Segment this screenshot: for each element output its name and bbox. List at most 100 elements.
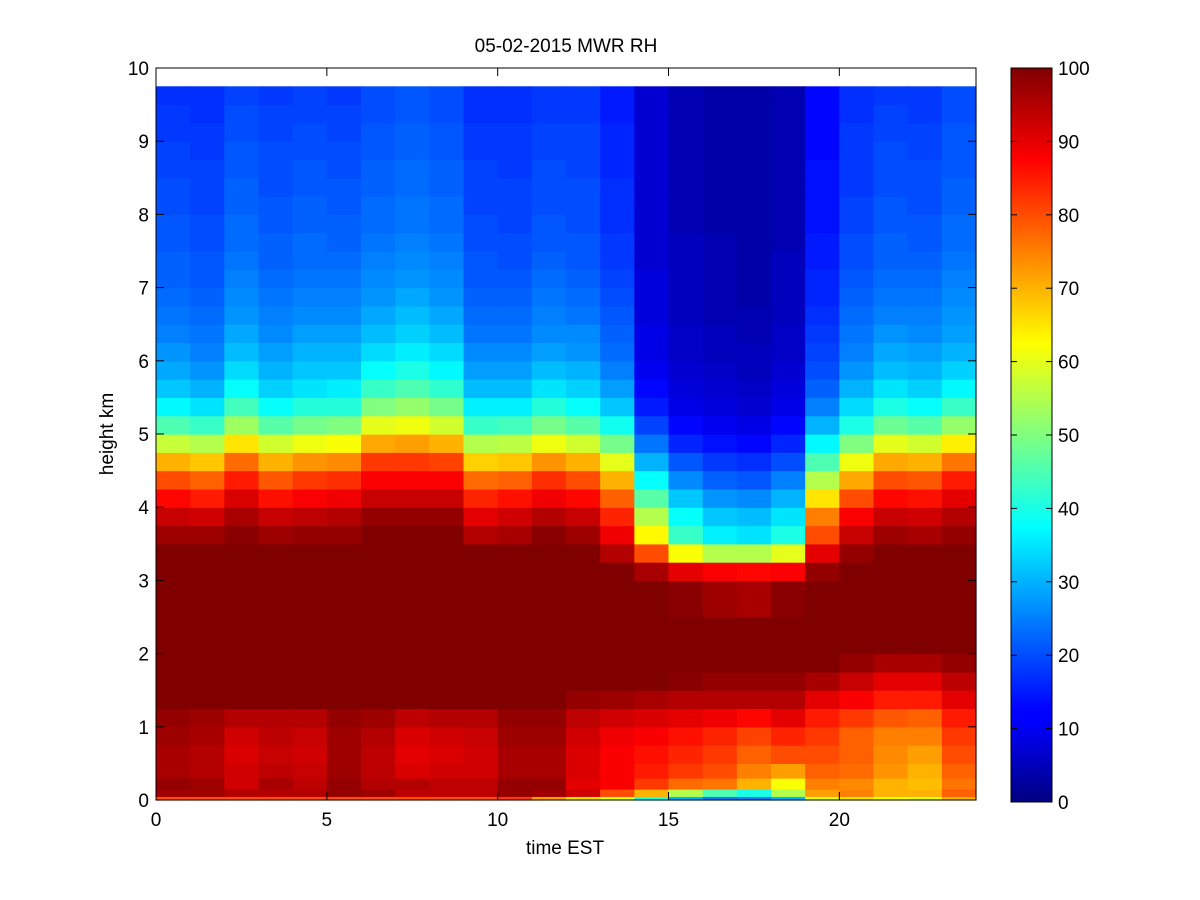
heatmap-cell (463, 507, 499, 527)
heatmap-cell (907, 580, 943, 618)
heatmap-cell (736, 177, 772, 197)
heatmap-cell (771, 708, 806, 728)
heatmap-cell (258, 726, 294, 746)
heatmap-cell (907, 562, 943, 581)
heatmap-cell (361, 342, 396, 362)
heatmap-cell (156, 415, 191, 435)
heatmap-cell (634, 653, 670, 673)
heatmap-cell (463, 324, 499, 344)
heatmap-cell (805, 507, 840, 527)
heatmap-cell (497, 745, 533, 764)
heatmap-cell (463, 617, 499, 655)
heatmap-cell (395, 434, 430, 453)
heatmap-cell (190, 269, 225, 289)
heatmap-cell (531, 324, 567, 344)
heatmap-cell (156, 214, 191, 234)
heatmap-cell (771, 653, 806, 673)
heatmap-cell (531, 122, 567, 142)
heatmap-cell (361, 708, 396, 728)
heatmap-cell (258, 507, 294, 527)
heatmap-cell (497, 789, 533, 797)
heatmap-cell (292, 342, 328, 362)
heatmap-cell (566, 562, 601, 581)
heatmap-cell (361, 287, 396, 307)
heatmap-cell (531, 525, 567, 545)
heatmap-cell (600, 159, 635, 179)
heatmap-cell (395, 177, 430, 197)
heatmap-cell (497, 122, 533, 142)
heatmap-cell (156, 86, 191, 106)
heatmap-cell (668, 789, 704, 797)
heatmap-cell (634, 86, 670, 106)
heatmap-cell (429, 360, 465, 380)
heatmap-cell (326, 726, 362, 746)
heatmap-cell (292, 745, 328, 764)
heatmap-cell (361, 617, 396, 655)
heatmap-cell (941, 745, 977, 764)
heatmap-cell (224, 434, 260, 453)
heatmap-cell (326, 397, 362, 417)
heatmap-cell (224, 488, 260, 508)
heatmap-cell (805, 470, 840, 490)
heatmap-cell (805, 379, 840, 398)
heatmap-cell (600, 470, 635, 490)
heatmap-cell (634, 214, 670, 234)
heatmap-cell (326, 617, 362, 655)
heatmap-cell (395, 488, 430, 508)
heatmap-cell (258, 269, 294, 289)
heatmap-cell (326, 690, 362, 710)
colorbar-tick-label: 70 (1058, 279, 1079, 300)
heatmap-cell (224, 324, 260, 344)
heatmap-cell (326, 796, 362, 801)
heatmap-cell (224, 543, 260, 563)
heatmap-cell (258, 251, 294, 270)
heatmap-cell (395, 617, 430, 655)
heatmap-cell (566, 726, 601, 746)
heatmap-cell (839, 434, 875, 453)
heatmap-cell (497, 342, 533, 362)
y-tick-label: 10 (128, 59, 149, 80)
heatmap-cell (566, 708, 601, 728)
heatmap-cell (907, 86, 943, 106)
heatmap-cell (702, 196, 738, 215)
heatmap-cell (190, 287, 225, 307)
heatmap-cell (805, 232, 840, 252)
heatmap-cell (258, 141, 294, 161)
heatmap-cell (531, 507, 567, 527)
heatmap-cell (941, 708, 977, 728)
heatmap-cell (566, 104, 601, 124)
heatmap-cell (702, 708, 738, 728)
heatmap-cell (736, 159, 772, 179)
heatmap-cell (805, 708, 840, 728)
heatmap-cell (736, 745, 772, 764)
heatmap-cell (224, 86, 260, 106)
heatmap-cell (531, 653, 567, 673)
heatmap-cell (600, 562, 635, 581)
heatmap-cell (736, 232, 772, 252)
heatmap-cell (566, 796, 601, 801)
heatmap-cell (224, 177, 260, 197)
heatmap-cell (190, 232, 225, 252)
heatmap-cell (736, 415, 772, 435)
heatmap-cell (429, 796, 465, 801)
heatmap-cell (736, 690, 772, 710)
heatmap-cell (156, 745, 191, 764)
heatmap-cell (292, 379, 328, 398)
y-tick-label: 8 (138, 205, 149, 226)
heatmap-cell (907, 543, 943, 563)
heatmap-cell (395, 214, 430, 234)
heatmap-cell (531, 269, 567, 289)
heatmap-cell (736, 196, 772, 215)
heatmap-cell (258, 796, 294, 801)
heatmap-cell (258, 177, 294, 197)
heatmap-cell (668, 470, 704, 490)
heatmap-cell (600, 305, 635, 325)
heatmap-cell (600, 141, 635, 161)
heatmap-cell (224, 360, 260, 380)
heatmap-cell (156, 287, 191, 307)
heatmap-cell (736, 488, 772, 508)
heatmap-cell (839, 690, 875, 710)
heatmap-cell (156, 778, 191, 790)
heatmap-cell (941, 778, 977, 790)
heatmap-cell (668, 415, 704, 435)
